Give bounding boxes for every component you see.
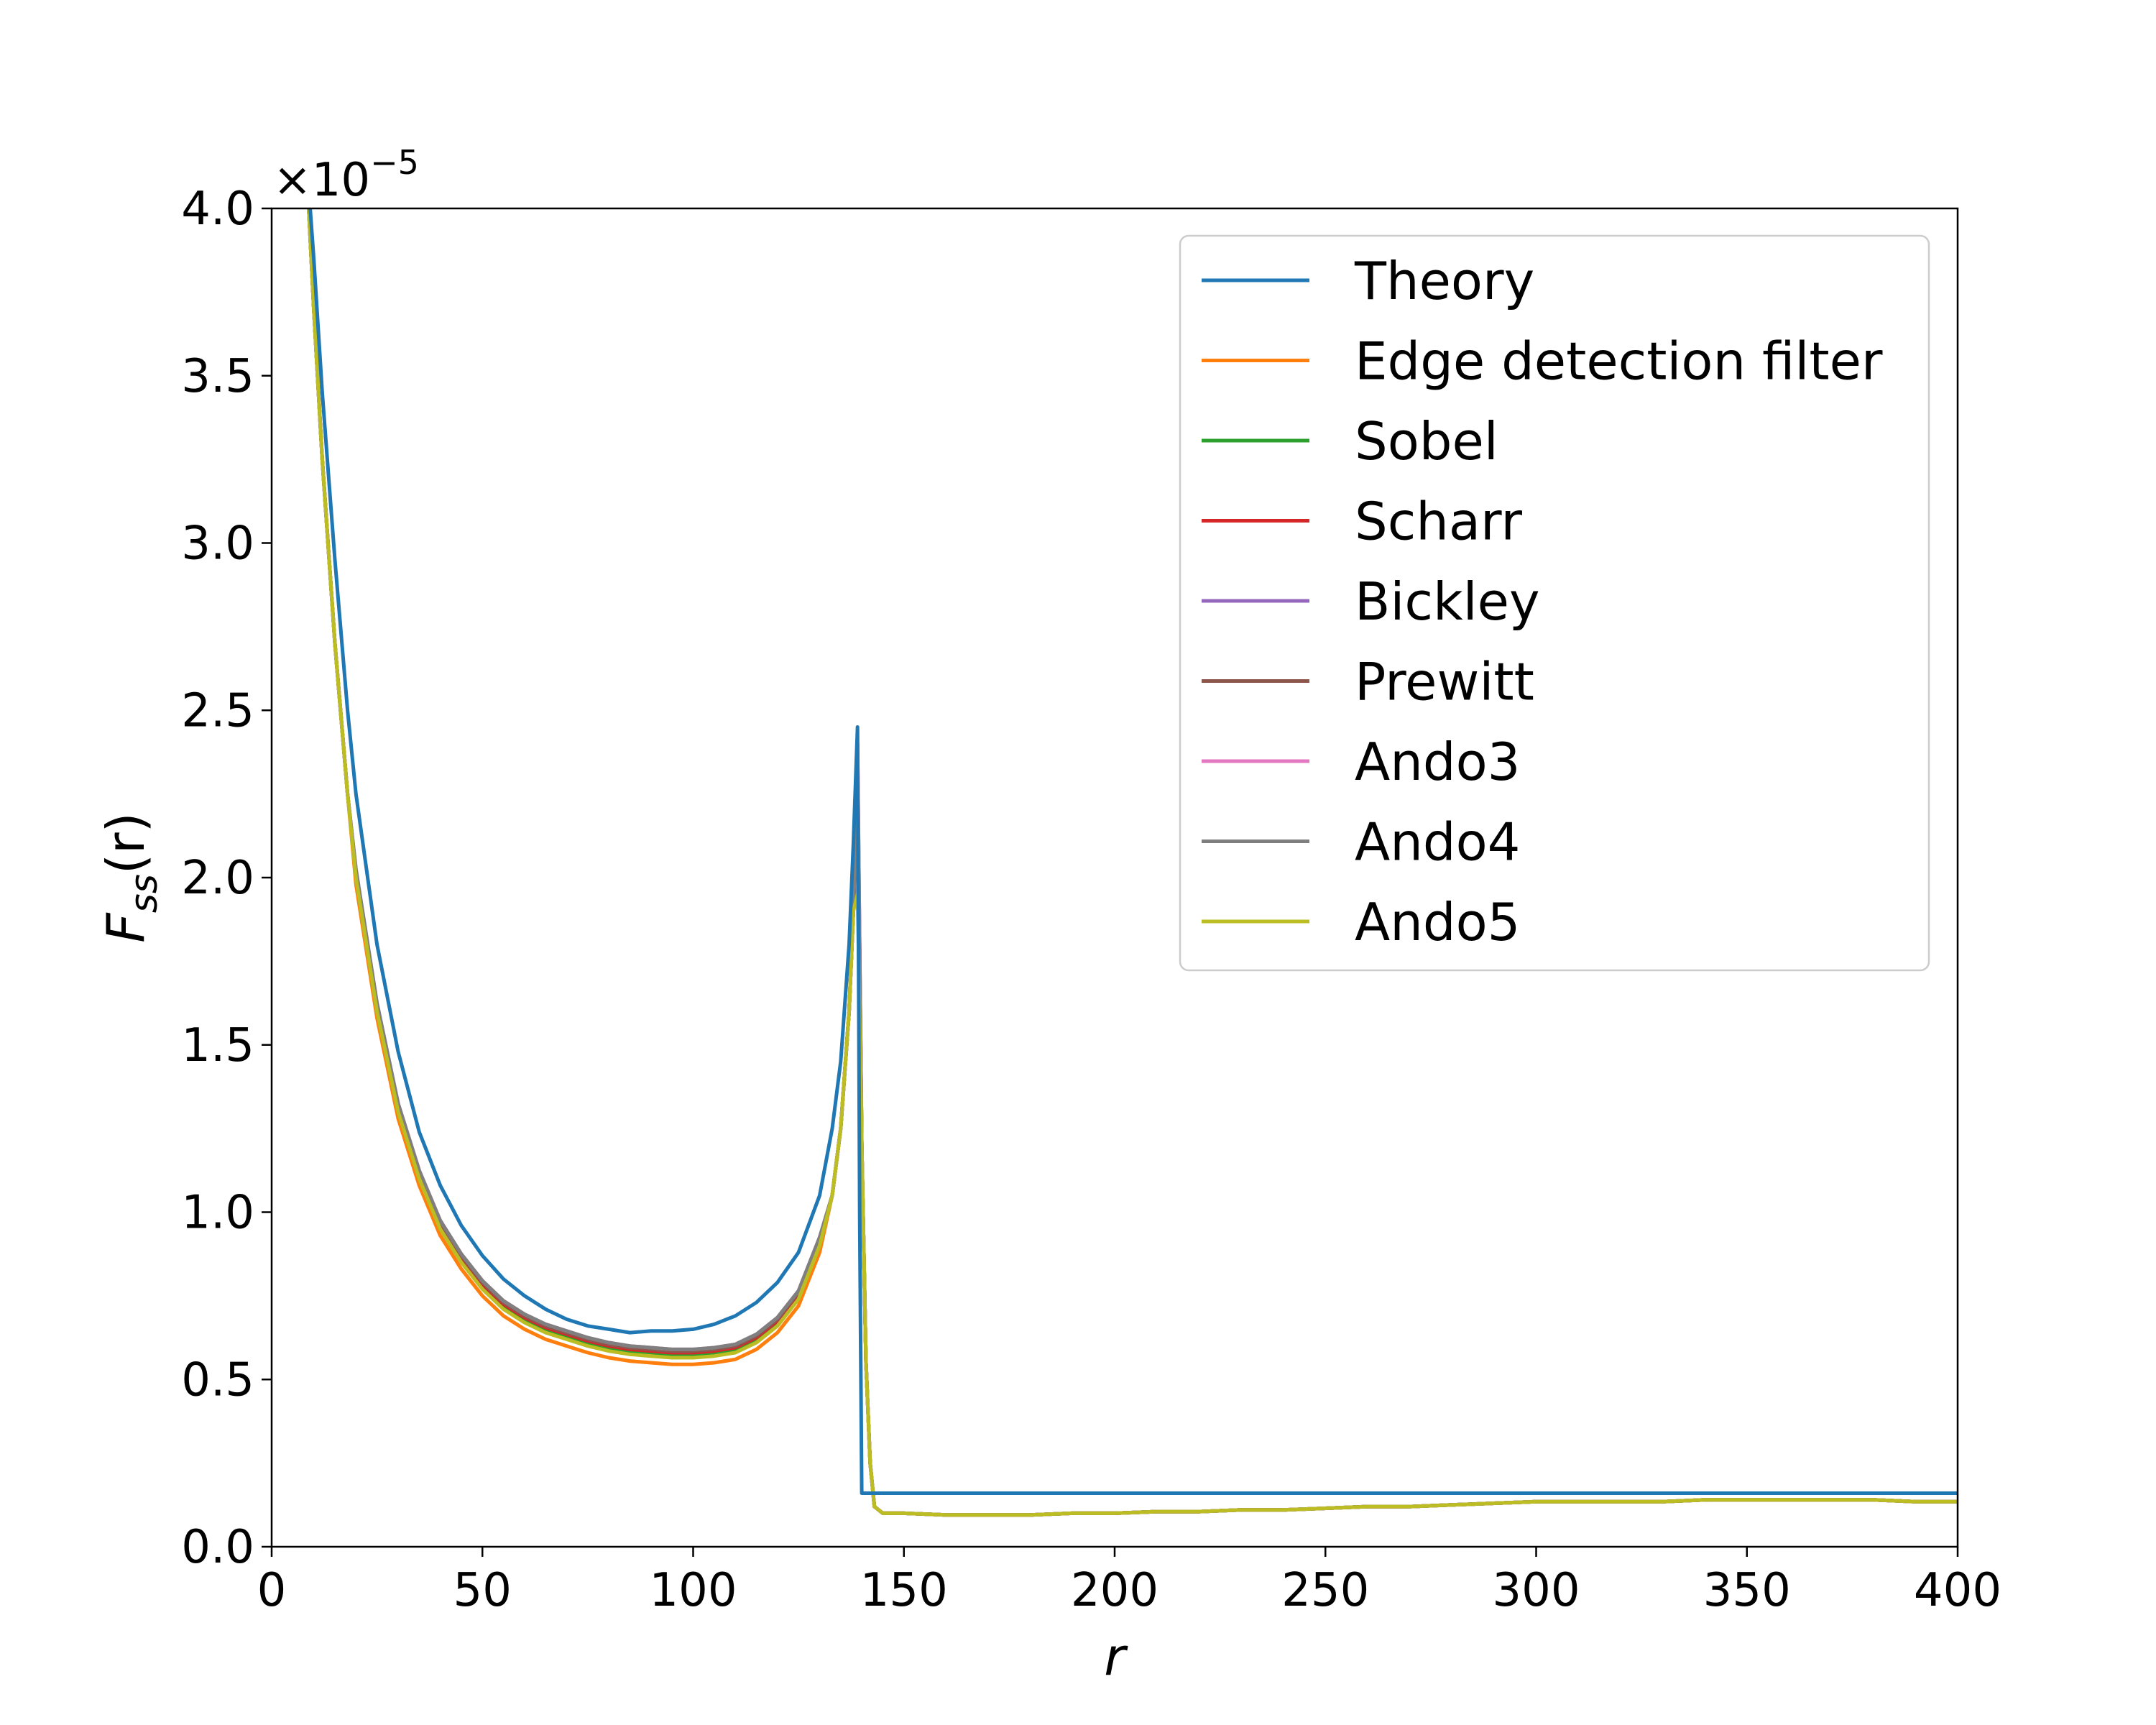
legend-label-prewitt: Prewitt: [1355, 652, 1534, 712]
legend: Theory Edge detection filter Sobel Scharr Bi…: [1179, 234, 1930, 972]
x-tick-label: 300: [1492, 1564, 1580, 1617]
legend-label-bickley: Bickley: [1355, 571, 1540, 632]
x-tick-label: 250: [1281, 1564, 1369, 1617]
x-tick-label: 100: [649, 1564, 737, 1617]
legend-frame: [1179, 234, 1930, 972]
y-offset-exponent: −5: [370, 143, 419, 182]
x-tick-label: 200: [1071, 1564, 1158, 1617]
y-tick-label: 2.5: [181, 684, 254, 737]
y-axis-label: Fss(r): [96, 812, 166, 942]
y-tick-label: 0.5: [181, 1353, 254, 1407]
legend-label-scharr: Scharr: [1355, 492, 1522, 552]
legend-label-theory: Theory: [1354, 251, 1534, 311]
y-axis-label-sub: ss: [123, 874, 166, 913]
y-axis-label-main: F: [96, 912, 156, 943]
x-axis-label: r: [1104, 1627, 1128, 1687]
legend-label-sobel: Sobel: [1355, 411, 1498, 472]
x-tick-label: 400: [1914, 1564, 2001, 1617]
legend-label-ando5: Ando5: [1355, 892, 1520, 952]
series-layer: [307, 208, 1958, 1517]
x-axis: 0 50 100 150 200 250 300 350 400: [257, 1547, 2001, 1617]
x-tick-label: 50: [453, 1564, 512, 1617]
legend-label-edge-detection-filter: Edge detection filter: [1355, 331, 1883, 392]
y-axis: 0.0 0.5 1.0 1.5 2.0 2.5 3.0 3.5 4.0: [181, 183, 272, 1574]
y-axis-label-tail: (r): [96, 812, 156, 874]
y-tick-label: 1.0: [181, 1187, 254, 1240]
y-tick-label: 4.0: [181, 183, 254, 236]
y-tick-label: 2.0: [181, 852, 254, 905]
series-line-theory: [308, 208, 1958, 1495]
series-line-ando5: [307, 208, 1958, 1517]
y-offset-label: ×10−5: [273, 143, 419, 207]
legend-label-ando3: Ando3: [1355, 732, 1520, 792]
y-tick-label: 0.0: [181, 1521, 254, 1574]
x-tick-label: 150: [860, 1564, 948, 1617]
y-tick-label: 3.0: [181, 518, 254, 571]
y-tick-label: 1.5: [181, 1019, 254, 1072]
x-tick-label: 350: [1703, 1564, 1791, 1617]
x-tick-label: 0: [257, 1564, 287, 1617]
y-tick-label: 3.5: [181, 350, 254, 403]
y-offset-prefix: ×10: [273, 154, 370, 207]
legend-label-ando4: Ando4: [1355, 812, 1520, 873]
